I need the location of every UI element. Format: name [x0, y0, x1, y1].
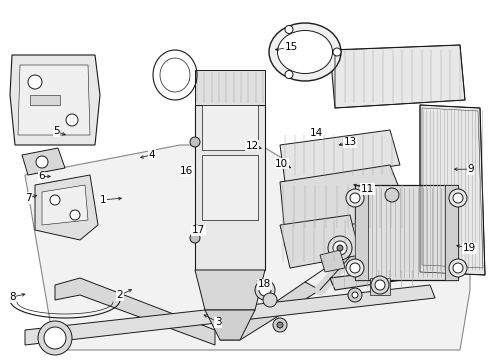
- Circle shape: [44, 327, 66, 349]
- Polygon shape: [355, 185, 368, 280]
- Circle shape: [190, 137, 200, 147]
- Text: 18: 18: [258, 279, 271, 289]
- Circle shape: [346, 259, 364, 277]
- Circle shape: [190, 233, 200, 243]
- Circle shape: [50, 195, 60, 205]
- Text: 5: 5: [53, 126, 60, 136]
- Circle shape: [371, 276, 389, 294]
- Polygon shape: [202, 105, 258, 150]
- Polygon shape: [320, 250, 345, 272]
- Polygon shape: [195, 270, 265, 310]
- Circle shape: [337, 245, 343, 251]
- Circle shape: [328, 236, 352, 260]
- Polygon shape: [22, 148, 65, 175]
- Polygon shape: [280, 130, 400, 182]
- Circle shape: [352, 292, 358, 298]
- Circle shape: [375, 280, 385, 290]
- Text: 1: 1: [99, 195, 106, 205]
- Polygon shape: [195, 70, 265, 105]
- Polygon shape: [25, 285, 435, 345]
- Circle shape: [449, 189, 467, 207]
- Text: 17: 17: [192, 225, 205, 235]
- Circle shape: [348, 288, 362, 302]
- Circle shape: [277, 322, 283, 328]
- Circle shape: [350, 193, 360, 203]
- Text: 7: 7: [25, 193, 32, 203]
- Polygon shape: [220, 282, 320, 340]
- Circle shape: [333, 241, 347, 255]
- Circle shape: [285, 71, 293, 78]
- Text: 4: 4: [148, 150, 155, 160]
- Circle shape: [70, 210, 80, 220]
- Polygon shape: [35, 175, 98, 240]
- Text: 11: 11: [361, 184, 374, 194]
- Text: 6: 6: [38, 171, 45, 181]
- Text: 16: 16: [179, 166, 193, 176]
- Circle shape: [36, 156, 48, 168]
- Circle shape: [346, 189, 364, 207]
- Circle shape: [449, 259, 467, 277]
- Text: 3: 3: [215, 317, 221, 327]
- Circle shape: [350, 263, 360, 273]
- Polygon shape: [55, 278, 215, 345]
- Polygon shape: [205, 310, 255, 340]
- Circle shape: [453, 263, 463, 273]
- Polygon shape: [330, 268, 415, 290]
- Circle shape: [263, 293, 277, 307]
- Circle shape: [66, 114, 78, 126]
- Polygon shape: [195, 105, 265, 270]
- Polygon shape: [30, 95, 60, 105]
- Text: 13: 13: [343, 137, 357, 147]
- Polygon shape: [370, 278, 390, 295]
- Circle shape: [453, 193, 463, 203]
- Text: 12: 12: [245, 141, 259, 151]
- Polygon shape: [25, 145, 470, 350]
- Polygon shape: [355, 185, 458, 280]
- Circle shape: [385, 188, 399, 202]
- Text: 2: 2: [117, 290, 123, 300]
- Polygon shape: [330, 45, 465, 108]
- Text: 14: 14: [309, 128, 323, 138]
- Text: 10: 10: [275, 159, 288, 169]
- Text: 8: 8: [9, 292, 16, 302]
- Circle shape: [255, 280, 275, 300]
- Ellipse shape: [277, 31, 333, 73]
- Polygon shape: [42, 185, 88, 225]
- Text: 9: 9: [467, 164, 474, 174]
- Polygon shape: [10, 55, 100, 145]
- Circle shape: [333, 48, 341, 56]
- Polygon shape: [202, 155, 258, 220]
- Polygon shape: [445, 185, 458, 280]
- Text: 15: 15: [285, 42, 298, 52]
- Circle shape: [38, 321, 72, 355]
- Polygon shape: [18, 65, 90, 135]
- Polygon shape: [280, 165, 410, 235]
- Circle shape: [273, 318, 287, 332]
- Polygon shape: [420, 105, 485, 275]
- Polygon shape: [280, 215, 360, 268]
- Ellipse shape: [269, 23, 341, 81]
- Circle shape: [28, 75, 42, 89]
- Text: 19: 19: [463, 243, 476, 253]
- Circle shape: [259, 284, 271, 296]
- Circle shape: [285, 26, 293, 33]
